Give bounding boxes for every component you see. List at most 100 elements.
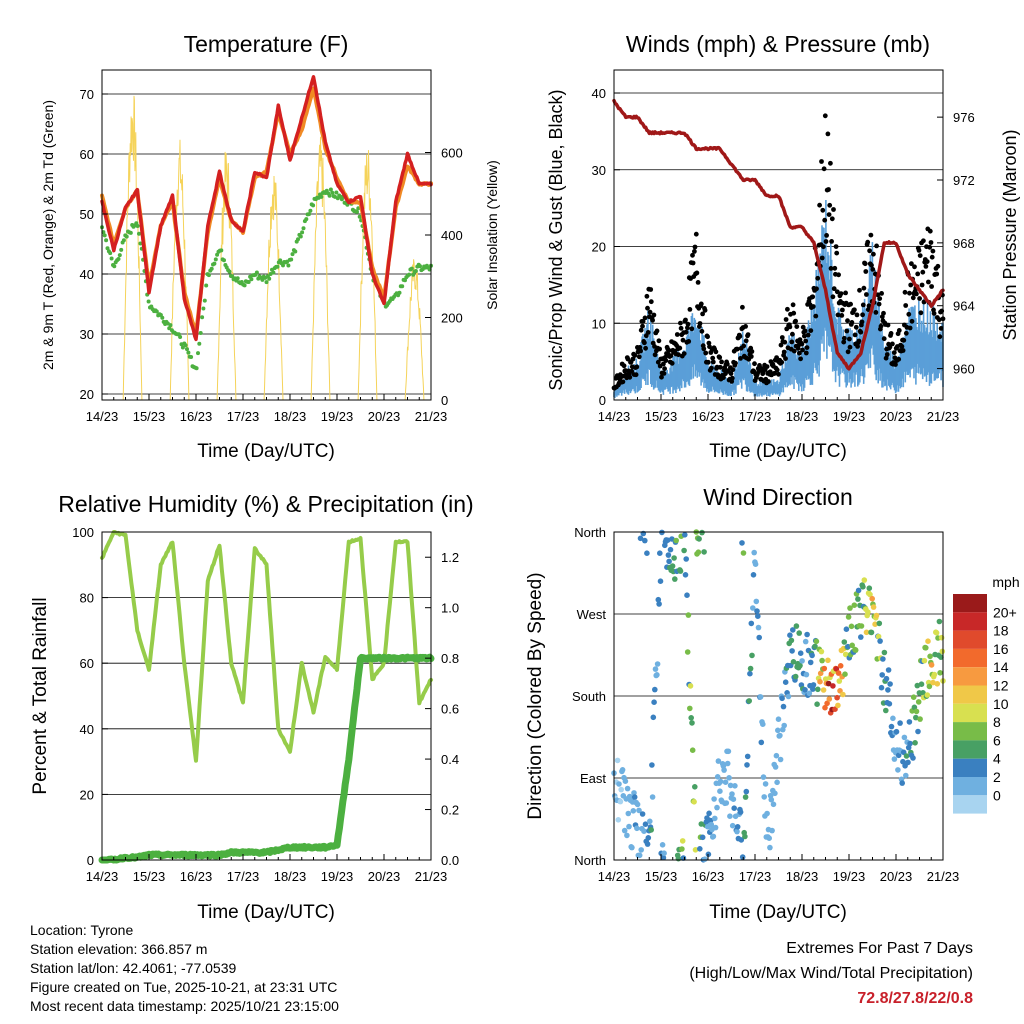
direction-point	[910, 755, 916, 761]
gust-point	[888, 331, 894, 336]
direction-point	[715, 758, 722, 764]
gust-point	[829, 239, 834, 244]
gust-point	[643, 345, 648, 351]
direction-point	[721, 767, 727, 773]
direction-point	[636, 807, 642, 814]
gust-point	[802, 333, 807, 339]
direction-point	[855, 587, 862, 594]
dewpoint-point	[200, 315, 205, 320]
direction-point	[742, 833, 748, 840]
direction-point	[841, 639, 848, 645]
gust-point	[829, 216, 835, 222]
temperature-plot-frame	[101, 69, 432, 401]
dewpoint-point	[397, 290, 402, 295]
gust-point	[668, 353, 674, 359]
gust-point	[741, 343, 747, 349]
direction-point	[895, 752, 902, 759]
extremes-title: Extremes For Past 7 Days	[786, 940, 973, 957]
direction-point	[664, 537, 671, 543]
dewpoint-point	[104, 238, 109, 243]
direction-point	[915, 728, 921, 735]
gust-point	[903, 330, 909, 336]
direction-point	[758, 739, 765, 746]
direction-point	[888, 723, 895, 730]
direction-point	[656, 601, 662, 607]
gust-point	[881, 336, 887, 342]
direction-point	[647, 818, 653, 825]
gust-point	[642, 315, 648, 321]
direction-point	[734, 828, 740, 835]
direction-point	[918, 681, 925, 687]
dewpoint-point	[212, 261, 217, 266]
temperature-axes: 14/23 15/23 16/23 17/23 18/23 19/23 20/23 21/23…	[80, 87, 463, 424]
direction-point	[625, 810, 632, 817]
gust-point	[709, 365, 714, 371]
direction-point	[815, 686, 821, 693]
gust-point	[621, 363, 627, 369]
direction-point	[797, 650, 804, 656]
direction-point	[692, 847, 699, 853]
gust-point	[865, 239, 871, 245]
direction-point	[651, 699, 657, 705]
gust-point	[804, 345, 810, 350]
direction-point	[717, 778, 724, 785]
y-tick-label: West	[577, 607, 607, 622]
dewpoint-point	[355, 209, 359, 214]
direction-point	[885, 667, 892, 673]
direction-point	[746, 698, 752, 704]
gust-point	[793, 318, 798, 324]
direction-point	[724, 760, 731, 767]
x-tick-label: 18/23	[786, 409, 819, 424]
gust-point	[817, 202, 822, 208]
direction-point	[679, 846, 685, 852]
gust-point	[699, 328, 705, 334]
direction-point	[872, 621, 878, 627]
y2-tick-label: 960	[953, 362, 975, 377]
direction-point	[749, 652, 755, 659]
direction-point	[738, 837, 745, 843]
gust-point	[879, 291, 884, 296]
gust-point	[852, 307, 857, 313]
direction-point	[666, 558, 672, 565]
direction-point	[751, 549, 757, 556]
gust-point	[640, 323, 645, 329]
gust-point	[865, 307, 871, 312]
direction-point	[638, 847, 644, 853]
gust-point	[701, 346, 707, 352]
gust-point	[916, 248, 922, 253]
gust-point	[683, 317, 688, 323]
gust-point	[692, 249, 697, 254]
gust-point	[663, 358, 669, 363]
direction-point	[880, 656, 886, 662]
dewpoint-point	[194, 366, 199, 371]
direction-point	[807, 659, 814, 666]
gust-point	[847, 336, 852, 342]
gust-point	[891, 350, 897, 355]
direction-point	[754, 608, 760, 614]
dewpoint-point	[117, 253, 122, 258]
dewpoint-point	[418, 264, 422, 269]
direction-point	[679, 838, 686, 844]
dewpoint-point	[275, 264, 280, 269]
gust-point	[674, 332, 680, 337]
gust-point	[702, 307, 708, 313]
gust-point	[790, 331, 795, 337]
direction-point	[780, 703, 787, 710]
humidity-title: Relative Humidity (%) & Precipitation (i…	[58, 491, 473, 517]
direction-point	[883, 707, 889, 714]
gust-point	[834, 289, 840, 295]
gust-point	[927, 244, 933, 250]
direction-point	[753, 598, 760, 605]
gust-point	[650, 317, 655, 323]
direction-point	[727, 782, 734, 789]
gust-point	[864, 292, 869, 297]
y2-tick-label: 400	[441, 228, 463, 243]
gust-point	[852, 332, 858, 338]
y-tick-label: 40	[592, 86, 606, 101]
x-tick-label: 21/23	[927, 869, 960, 884]
gust-point	[931, 311, 937, 316]
direction-point	[792, 673, 799, 680]
dewpoint-point	[328, 187, 333, 192]
direction-point	[761, 794, 767, 800]
direction-point	[631, 790, 637, 796]
